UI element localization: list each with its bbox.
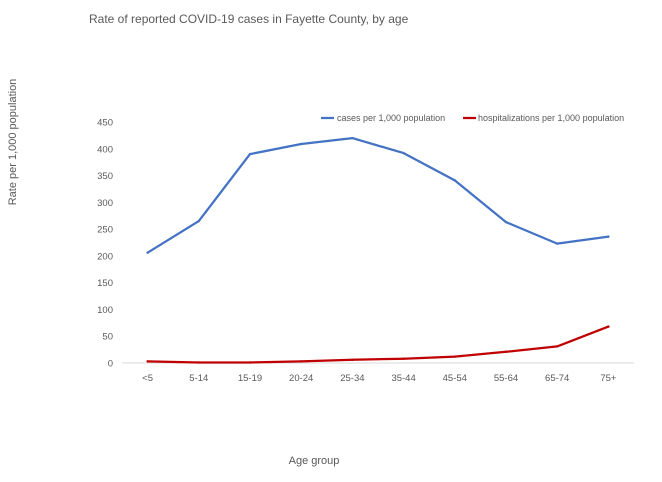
data-point bbox=[453, 179, 456, 182]
data-point bbox=[248, 361, 252, 364]
legend: cases per 1,000 population hospitalizatio… bbox=[321, 113, 624, 123]
y-tick-label: 450 bbox=[97, 118, 113, 129]
series-line bbox=[146, 325, 610, 364]
data-point bbox=[453, 355, 456, 358]
data-point bbox=[248, 152, 252, 156]
series-layer bbox=[146, 136, 610, 364]
y-tick-label: 400 bbox=[97, 144, 113, 155]
y-tick-label: 250 bbox=[97, 225, 113, 236]
data-point bbox=[402, 151, 405, 155]
data-point bbox=[146, 251, 149, 254]
x-tick-label: 15-19 bbox=[238, 373, 262, 384]
data-point bbox=[607, 325, 610, 328]
x-tick-label: 25-34 bbox=[340, 373, 364, 384]
x-axis-title: Age group bbox=[289, 455, 340, 467]
x-tick-label: <5 bbox=[142, 373, 153, 384]
data-point bbox=[556, 242, 559, 245]
data-point bbox=[504, 220, 508, 224]
series-1 bbox=[146, 136, 610, 254]
x-tick-label: 5-14 bbox=[189, 373, 208, 384]
series-line bbox=[146, 136, 610, 254]
data-point bbox=[197, 219, 200, 223]
chart-title: Rate of reported COVID-19 cases in Fayet… bbox=[89, 12, 409, 26]
data-point bbox=[146, 360, 149, 363]
y-axis: 0 50 100 150 200 250 300 350 400 450 bbox=[97, 118, 113, 370]
data-point bbox=[300, 142, 303, 146]
data-point bbox=[300, 360, 303, 363]
data-point bbox=[402, 357, 405, 360]
y-tick-label: 50 bbox=[102, 332, 113, 343]
series-2 bbox=[146, 325, 610, 364]
y-axis-title: Rate per 1,000 population bbox=[7, 79, 19, 206]
y-tick-label: 150 bbox=[97, 278, 113, 289]
x-tick-label: 55-64 bbox=[494, 373, 518, 384]
y-tick-label: 350 bbox=[97, 171, 113, 182]
legend-label: hospitalizations per 1,000 population bbox=[478, 113, 624, 123]
data-point bbox=[504, 350, 508, 353]
data-point bbox=[197, 361, 200, 364]
data-point bbox=[351, 358, 354, 361]
x-tick-label: 20-24 bbox=[289, 373, 313, 384]
data-point bbox=[351, 136, 354, 140]
data-point bbox=[607, 235, 610, 238]
x-tick-label: 75+ bbox=[600, 373, 617, 384]
legend-label: cases per 1,000 population bbox=[337, 113, 445, 123]
data-point bbox=[556, 345, 559, 348]
x-tick-label: 35-44 bbox=[391, 373, 415, 384]
x-tick-label: 65-74 bbox=[545, 373, 569, 384]
x-axis: <5 5-14 15-19 20-24 25-34 35-44 45-54 55-64 65-7… bbox=[122, 362, 634, 384]
y-tick-label: 300 bbox=[97, 198, 113, 209]
y-tick-label: 0 bbox=[108, 359, 113, 370]
y-tick-label: 200 bbox=[97, 251, 113, 262]
y-tick-label: 100 bbox=[97, 305, 113, 316]
x-tick-label: 45-54 bbox=[443, 373, 467, 384]
